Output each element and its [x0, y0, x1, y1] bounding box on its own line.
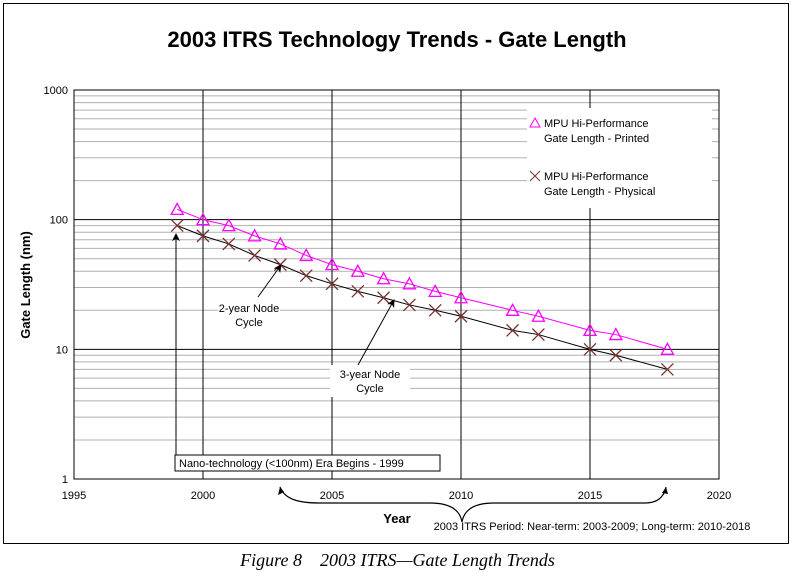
annotation-3yr: 3-year Node — [340, 369, 401, 381]
annotation-bg — [218, 298, 280, 330]
triangle-marker — [273, 236, 288, 250]
triangle-marker — [324, 257, 340, 271]
y-tick-label: 10 — [56, 344, 68, 356]
annotation-3yr: Cycle — [356, 383, 384, 395]
annotation-2yr: Cycle — [235, 317, 263, 329]
x-marker — [170, 219, 184, 233]
triangle-marker — [350, 263, 365, 277]
x-tick-label: 2000 — [191, 490, 215, 502]
triangle-marker — [221, 218, 236, 232]
x-marker — [402, 298, 416, 312]
legend-label: MPU Hi-Performance — [544, 118, 649, 130]
triangle-marker — [195, 212, 211, 226]
series-line — [177, 208, 668, 350]
legend-x-icon — [529, 170, 541, 182]
annotation-bg — [330, 365, 410, 397]
x-tick-label: 1995 — [62, 490, 86, 502]
y-tick-label: 1 — [62, 474, 68, 486]
triangle-marker — [453, 290, 469, 304]
x-marker — [299, 269, 313, 283]
figure-caption: Figure 8 2003 ITRS—Gate Length Trends — [240, 550, 555, 570]
x-axis-label: Year — [383, 511, 410, 526]
x-marker — [583, 342, 597, 356]
y-tick-label: 1000 — [44, 85, 68, 97]
x-marker — [609, 348, 623, 362]
legend-label: Gate Length - Physical — [544, 186, 655, 198]
x-tick-label: 2005 — [320, 490, 344, 502]
x-marker — [506, 323, 520, 337]
triangle-marker — [505, 302, 520, 316]
legend-label: Gate Length - Printed — [544, 133, 649, 145]
x-marker — [351, 284, 365, 298]
legend-triangle-icon — [529, 116, 541, 128]
period-brace — [279, 486, 667, 523]
y-tick-label: 100 — [50, 215, 68, 227]
annotation-period: 2003 ITRS Period: Near-term: 2003-2009; … — [434, 521, 751, 533]
x-marker — [377, 291, 391, 305]
x-tick-label: 2010 — [449, 490, 473, 502]
series-line — [177, 225, 668, 370]
triangle-marker — [660, 341, 675, 355]
x-marker — [325, 277, 339, 291]
x-tick-label: 2015 — [578, 490, 602, 502]
brace-arrow-right — [662, 487, 668, 494]
triangle-marker — [531, 308, 546, 322]
legend-box — [527, 108, 712, 208]
arrow-2yr — [257, 264, 282, 298]
x-marker — [248, 248, 262, 262]
x-tick-label: 2020 — [707, 490, 731, 502]
triangle-marker — [376, 271, 391, 285]
triangle-marker — [428, 283, 443, 298]
x-marker — [196, 229, 210, 243]
x-marker — [660, 362, 674, 376]
triangle-marker — [299, 248, 314, 262]
triangle-marker — [170, 202, 185, 216]
arrow-3yr — [357, 299, 395, 366]
triangle-marker — [247, 228, 262, 242]
plot-border — [73, 89, 720, 480]
chart-title: 2003 ITRS Technology Trends - Gate Lengt… — [167, 27, 626, 52]
chart-frame — [3, 3, 789, 544]
annotation-nano: Nano-technology (<100nm) Era Begins - 19… — [179, 458, 404, 470]
y-axis-label: Gate Length (nm) — [18, 231, 33, 339]
x-marker — [454, 309, 468, 323]
chart: 1 10 100 1000 1995 2000 2005 2010 2015 2020 2003 I… — [18, 27, 751, 533]
legend-label: MPU Hi-Performance — [544, 171, 649, 183]
triangle-marker — [582, 323, 598, 337]
annotation-2yr: 2-year Node — [219, 303, 280, 315]
brace-arrow-left — [278, 487, 284, 495]
x-marker — [531, 328, 545, 342]
x-marker — [428, 303, 442, 317]
triangle-marker — [402, 276, 417, 290]
triangle-marker — [608, 327, 623, 341]
x-marker — [222, 237, 236, 251]
nano-box — [174, 454, 441, 472]
x-marker — [273, 258, 287, 272]
